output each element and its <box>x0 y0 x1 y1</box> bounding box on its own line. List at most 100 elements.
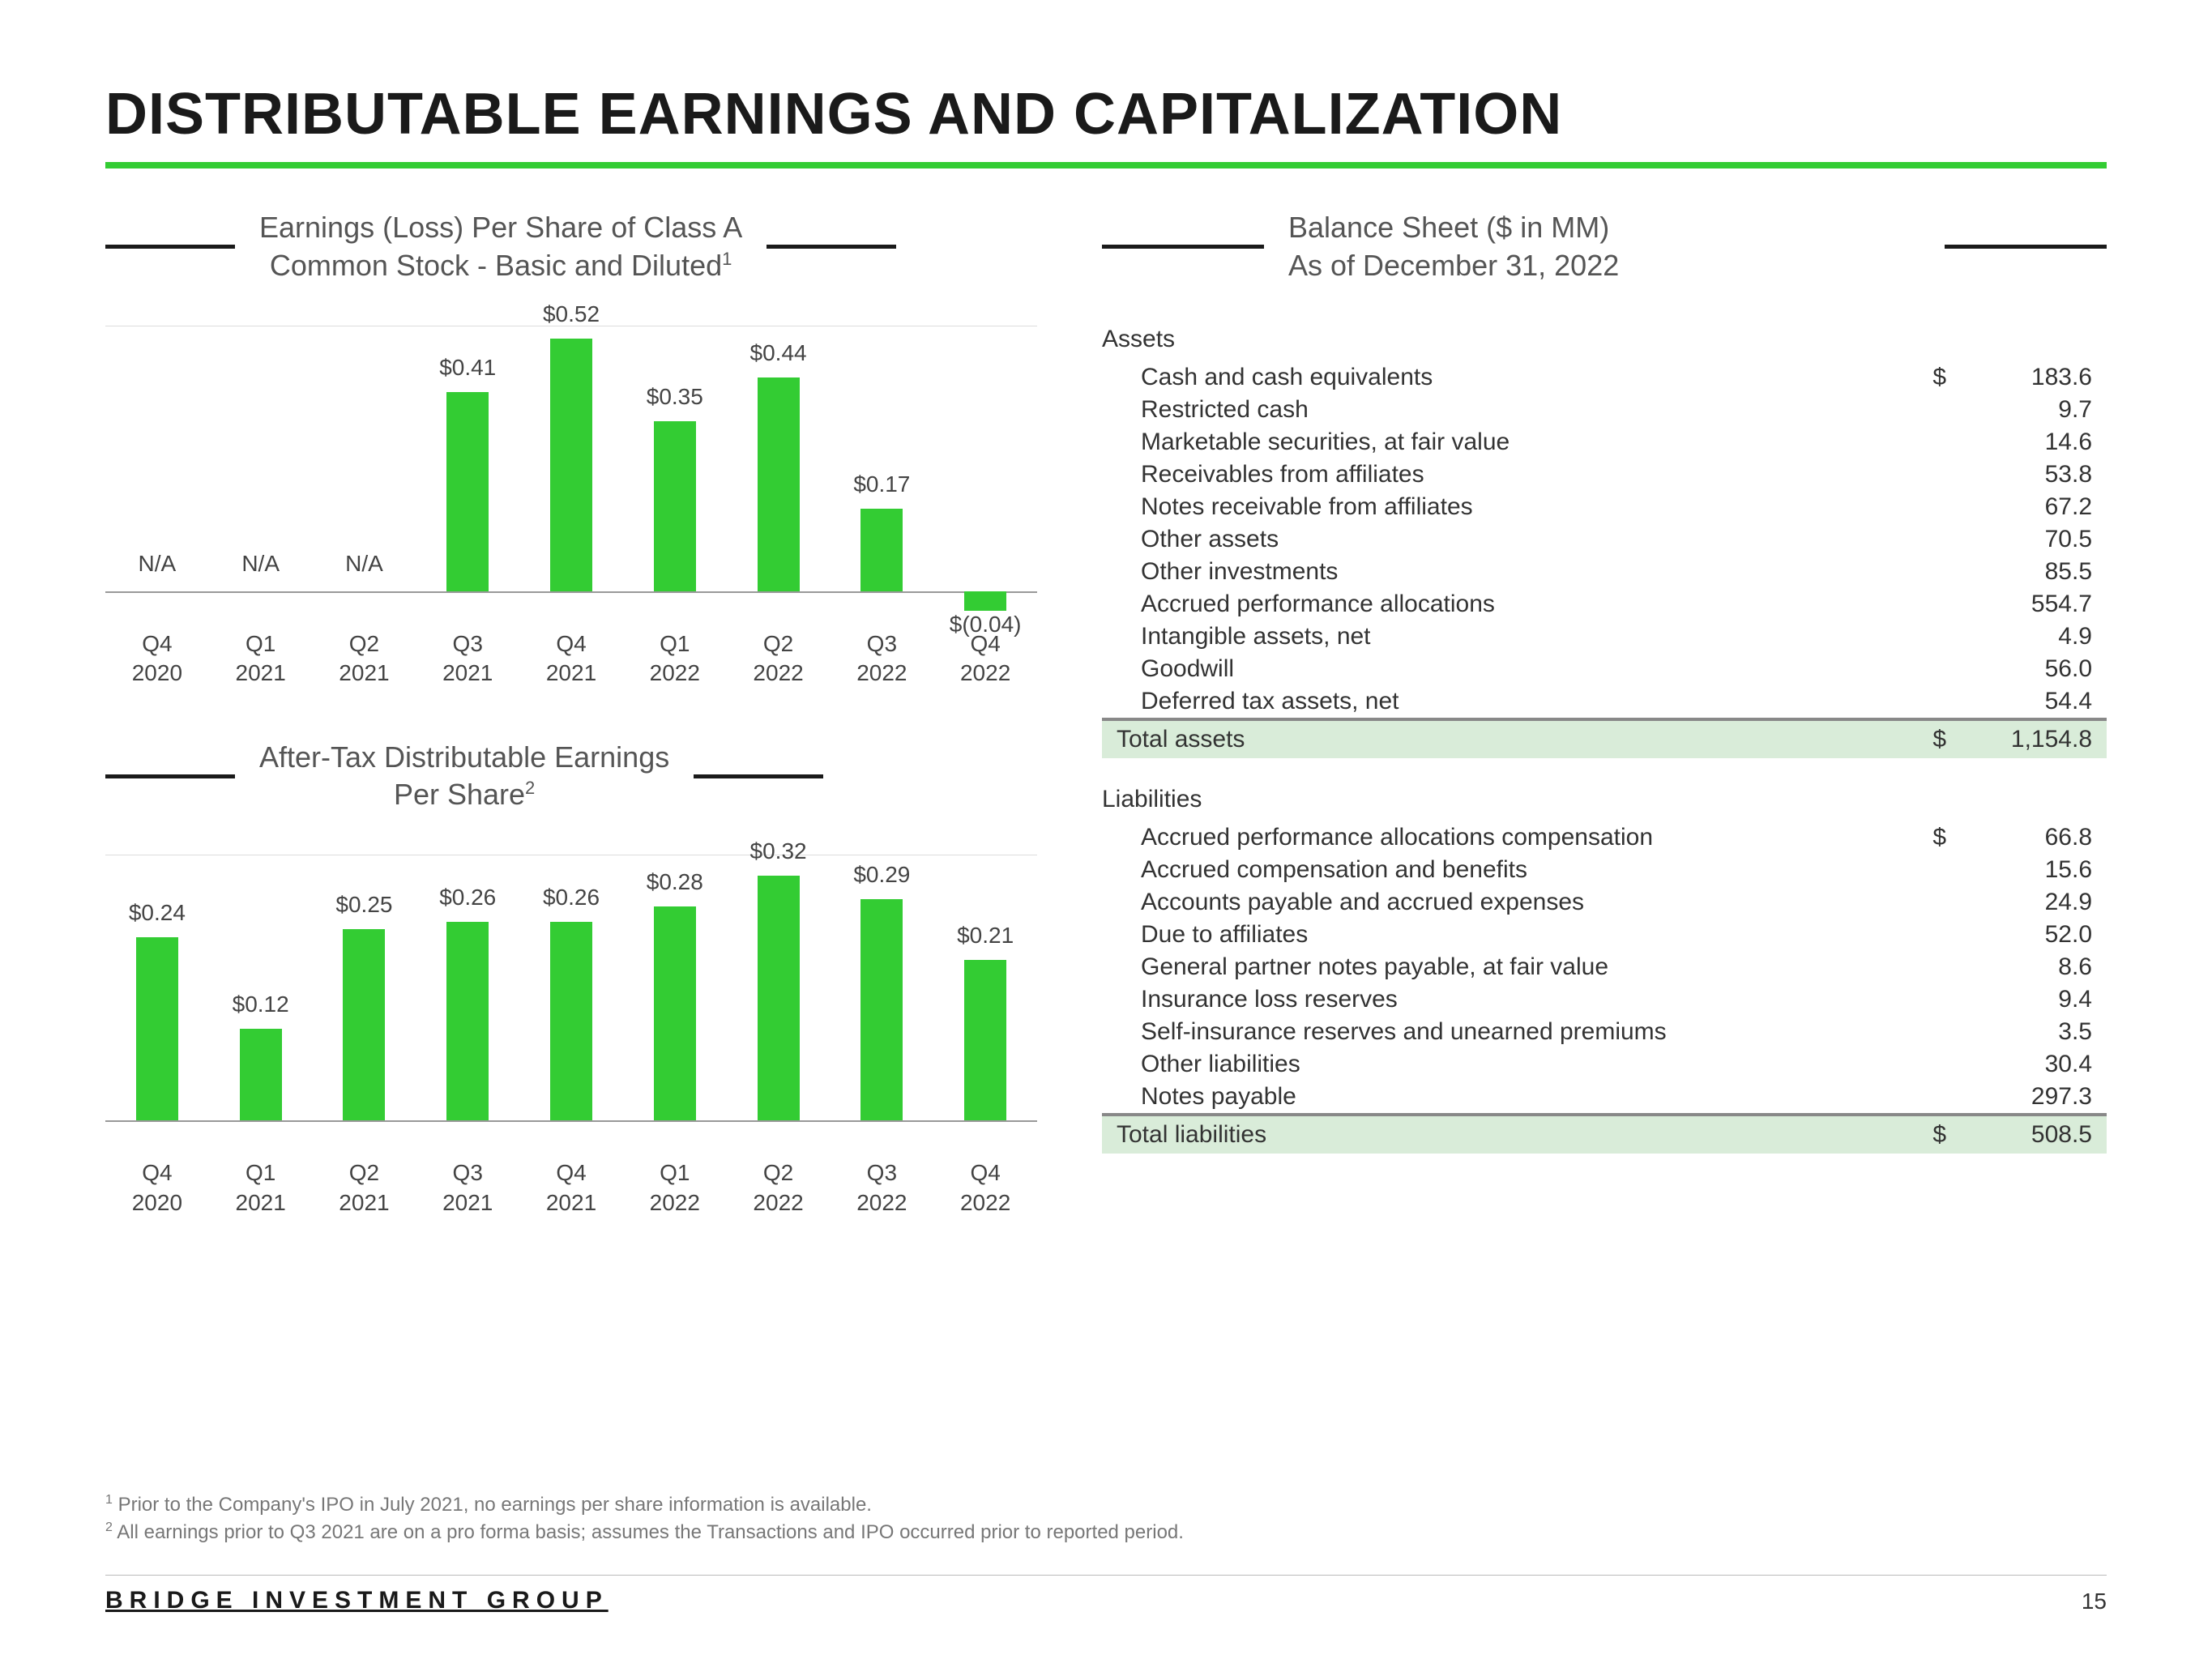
bar-wrap: $0.21 <box>933 855 1037 1120</box>
bar-wrap: $0.12 <box>209 855 313 1120</box>
chart2-title: After-Tax Distributable Earnings Per Sha… <box>259 739 669 815</box>
assets-total-value: 1,154.8 <box>1946 726 2092 753</box>
xaxis-label: Q12021 <box>209 1158 313 1218</box>
table-row: Marketable securities, at fair value14.6 <box>1102 426 2107 458</box>
row-dollar <box>1906 591 1946 618</box>
row-value: 4.9 <box>1946 623 2092 650</box>
row-dollar: $ <box>1906 824 1946 851</box>
row-dollar <box>1906 526 1946 553</box>
row-value: 52.0 <box>1946 921 2092 949</box>
row-dollar <box>1906 1083 1946 1111</box>
row-dollar <box>1906 688 1946 715</box>
table-row: Goodwill56.0 <box>1102 653 2107 685</box>
xaxis-label: Q42020 <box>105 1158 209 1218</box>
table-row: Intangible assets, net4.9 <box>1102 621 2107 653</box>
row-name: Insurance loss reserves <box>1117 986 1906 1013</box>
chart2-xaxis: Q42020Q12021Q22021Q32021Q42021Q12022Q220… <box>105 1158 1037 1218</box>
row-value: 85.5 <box>1946 558 2092 586</box>
table-row: Restricted cash9.7 <box>1102 394 2107 426</box>
bar-wrap: $0.35 <box>623 326 727 591</box>
header-line-right <box>767 245 896 249</box>
footer: BRIDGE INVESTMENT GROUP 15 <box>105 1575 2107 1614</box>
header-line-right <box>1945 245 2107 249</box>
table-row: General partner notes payable, at fair v… <box>1102 951 2107 983</box>
row-name: Marketable securities, at fair value <box>1117 429 1906 456</box>
bar-value-label: $0.44 <box>750 340 807 366</box>
bar <box>446 922 489 1120</box>
row-value: 297.3 <box>1946 1083 2092 1111</box>
bar-wrap: $0.17 <box>830 326 933 591</box>
bar <box>964 591 1006 611</box>
row-name: Notes payable <box>1117 1083 1906 1111</box>
row-name: Other assets <box>1117 526 1906 553</box>
table-row: Other investments85.5 <box>1102 556 2107 588</box>
bar <box>860 899 903 1120</box>
bar-value-label: $0.12 <box>233 992 289 1017</box>
bar-value-label: $0.32 <box>750 838 807 864</box>
bar-value-label: $0.21 <box>957 923 1014 949</box>
bar-wrap: $0.26 <box>416 855 519 1120</box>
table-row: Accounts payable and accrued expenses24.… <box>1102 886 2107 919</box>
liabilities-total-dollar: $ <box>1906 1121 1946 1149</box>
row-name: Accounts payable and accrued expenses <box>1117 889 1906 916</box>
row-dollar <box>1906 986 1946 1013</box>
bar-wrap: $(0.04) <box>933 326 1037 591</box>
title-underline <box>105 162 2107 168</box>
bar-value-label: $0.28 <box>647 869 703 895</box>
table-row: Insurance loss reserves9.4 <box>1102 983 2107 1016</box>
footnote-1-marker: 1 <box>105 1493 113 1507</box>
row-value: 183.6 <box>1946 364 2092 391</box>
chart2-header: After-Tax Distributable Earnings Per Sha… <box>105 739 1037 815</box>
footnote-2-marker: 2 <box>105 1520 113 1534</box>
row-value: 66.8 <box>1946 824 2092 851</box>
bar-value-label: $(0.04) <box>950 612 1022 638</box>
row-value: 70.5 <box>1946 526 2092 553</box>
xaxis-label: Q22021 <box>313 629 416 689</box>
bar <box>964 960 1006 1120</box>
bar <box>550 922 592 1120</box>
xaxis-label: Q42021 <box>519 629 623 689</box>
row-value: 54.4 <box>1946 688 2092 715</box>
row-name: Other liabilities <box>1117 1051 1906 1078</box>
bar-value-label: $0.41 <box>439 355 496 381</box>
table-row: Accrued performance allocations554.7 <box>1102 588 2107 621</box>
xaxis-label: Q12022 <box>623 1158 727 1218</box>
row-dollar <box>1906 856 1946 884</box>
header-line-right <box>694 774 823 778</box>
row-name: Cash and cash equivalents <box>1117 364 1906 391</box>
table-row: Due to affiliates52.0 <box>1102 919 2107 951</box>
row-dollar <box>1906 655 1946 683</box>
row-dollar <box>1906 493 1946 521</box>
bar-value-label: $0.17 <box>853 471 910 497</box>
row-value: 15.6 <box>1946 856 2092 884</box>
xaxis-label: Q32021 <box>416 1158 519 1218</box>
assets-rows: Cash and cash equivalents$183.6Restricte… <box>1102 361 2107 719</box>
page-title: DISTRIBUTABLE EARNINGS AND CAPITALIZATIO… <box>105 81 2107 147</box>
chart2-title-line1: After-Tax Distributable Earnings <box>259 740 669 774</box>
row-dollar <box>1906 558 1946 586</box>
row-dollar <box>1906 1018 1946 1046</box>
row-dollar <box>1906 889 1946 916</box>
table-row: Accrued performance allocations compensa… <box>1102 821 2107 854</box>
chart1-plot: N/AN/AN/A$0.41$0.52$0.35$0.44$0.17$(0.04… <box>105 326 1037 593</box>
bar-value-label: $0.52 <box>543 301 600 327</box>
footnote-2: All earnings prior to Q3 2021 are on a p… <box>117 1521 1184 1543</box>
xaxis-label: Q22021 <box>313 1158 416 1218</box>
table-row: Self-insurance reserves and unearned pre… <box>1102 1016 2107 1048</box>
bar <box>136 937 178 1120</box>
table-row: Notes receivable from affiliates67.2 <box>1102 491 2107 523</box>
liabilities-total-name: Total liabilities <box>1117 1121 1906 1149</box>
xaxis-label: Q32022 <box>830 629 933 689</box>
bar <box>343 929 385 1120</box>
header-line-left <box>105 774 235 778</box>
header-line-left <box>1102 245 1264 249</box>
balance-sheet-title: Balance Sheet ($ in MM) As of December 3… <box>1288 209 1920 285</box>
bar-value-label: $0.26 <box>543 885 600 911</box>
bar-value-label: N/A <box>139 551 177 577</box>
row-name: Accrued performance allocations <box>1117 591 1906 618</box>
row-value: 67.2 <box>1946 493 2092 521</box>
xaxis-label: Q42022 <box>933 1158 1037 1218</box>
row-name: Restricted cash <box>1117 396 1906 424</box>
row-value: 56.0 <box>1946 655 2092 683</box>
row-value: 30.4 <box>1946 1051 2092 1078</box>
